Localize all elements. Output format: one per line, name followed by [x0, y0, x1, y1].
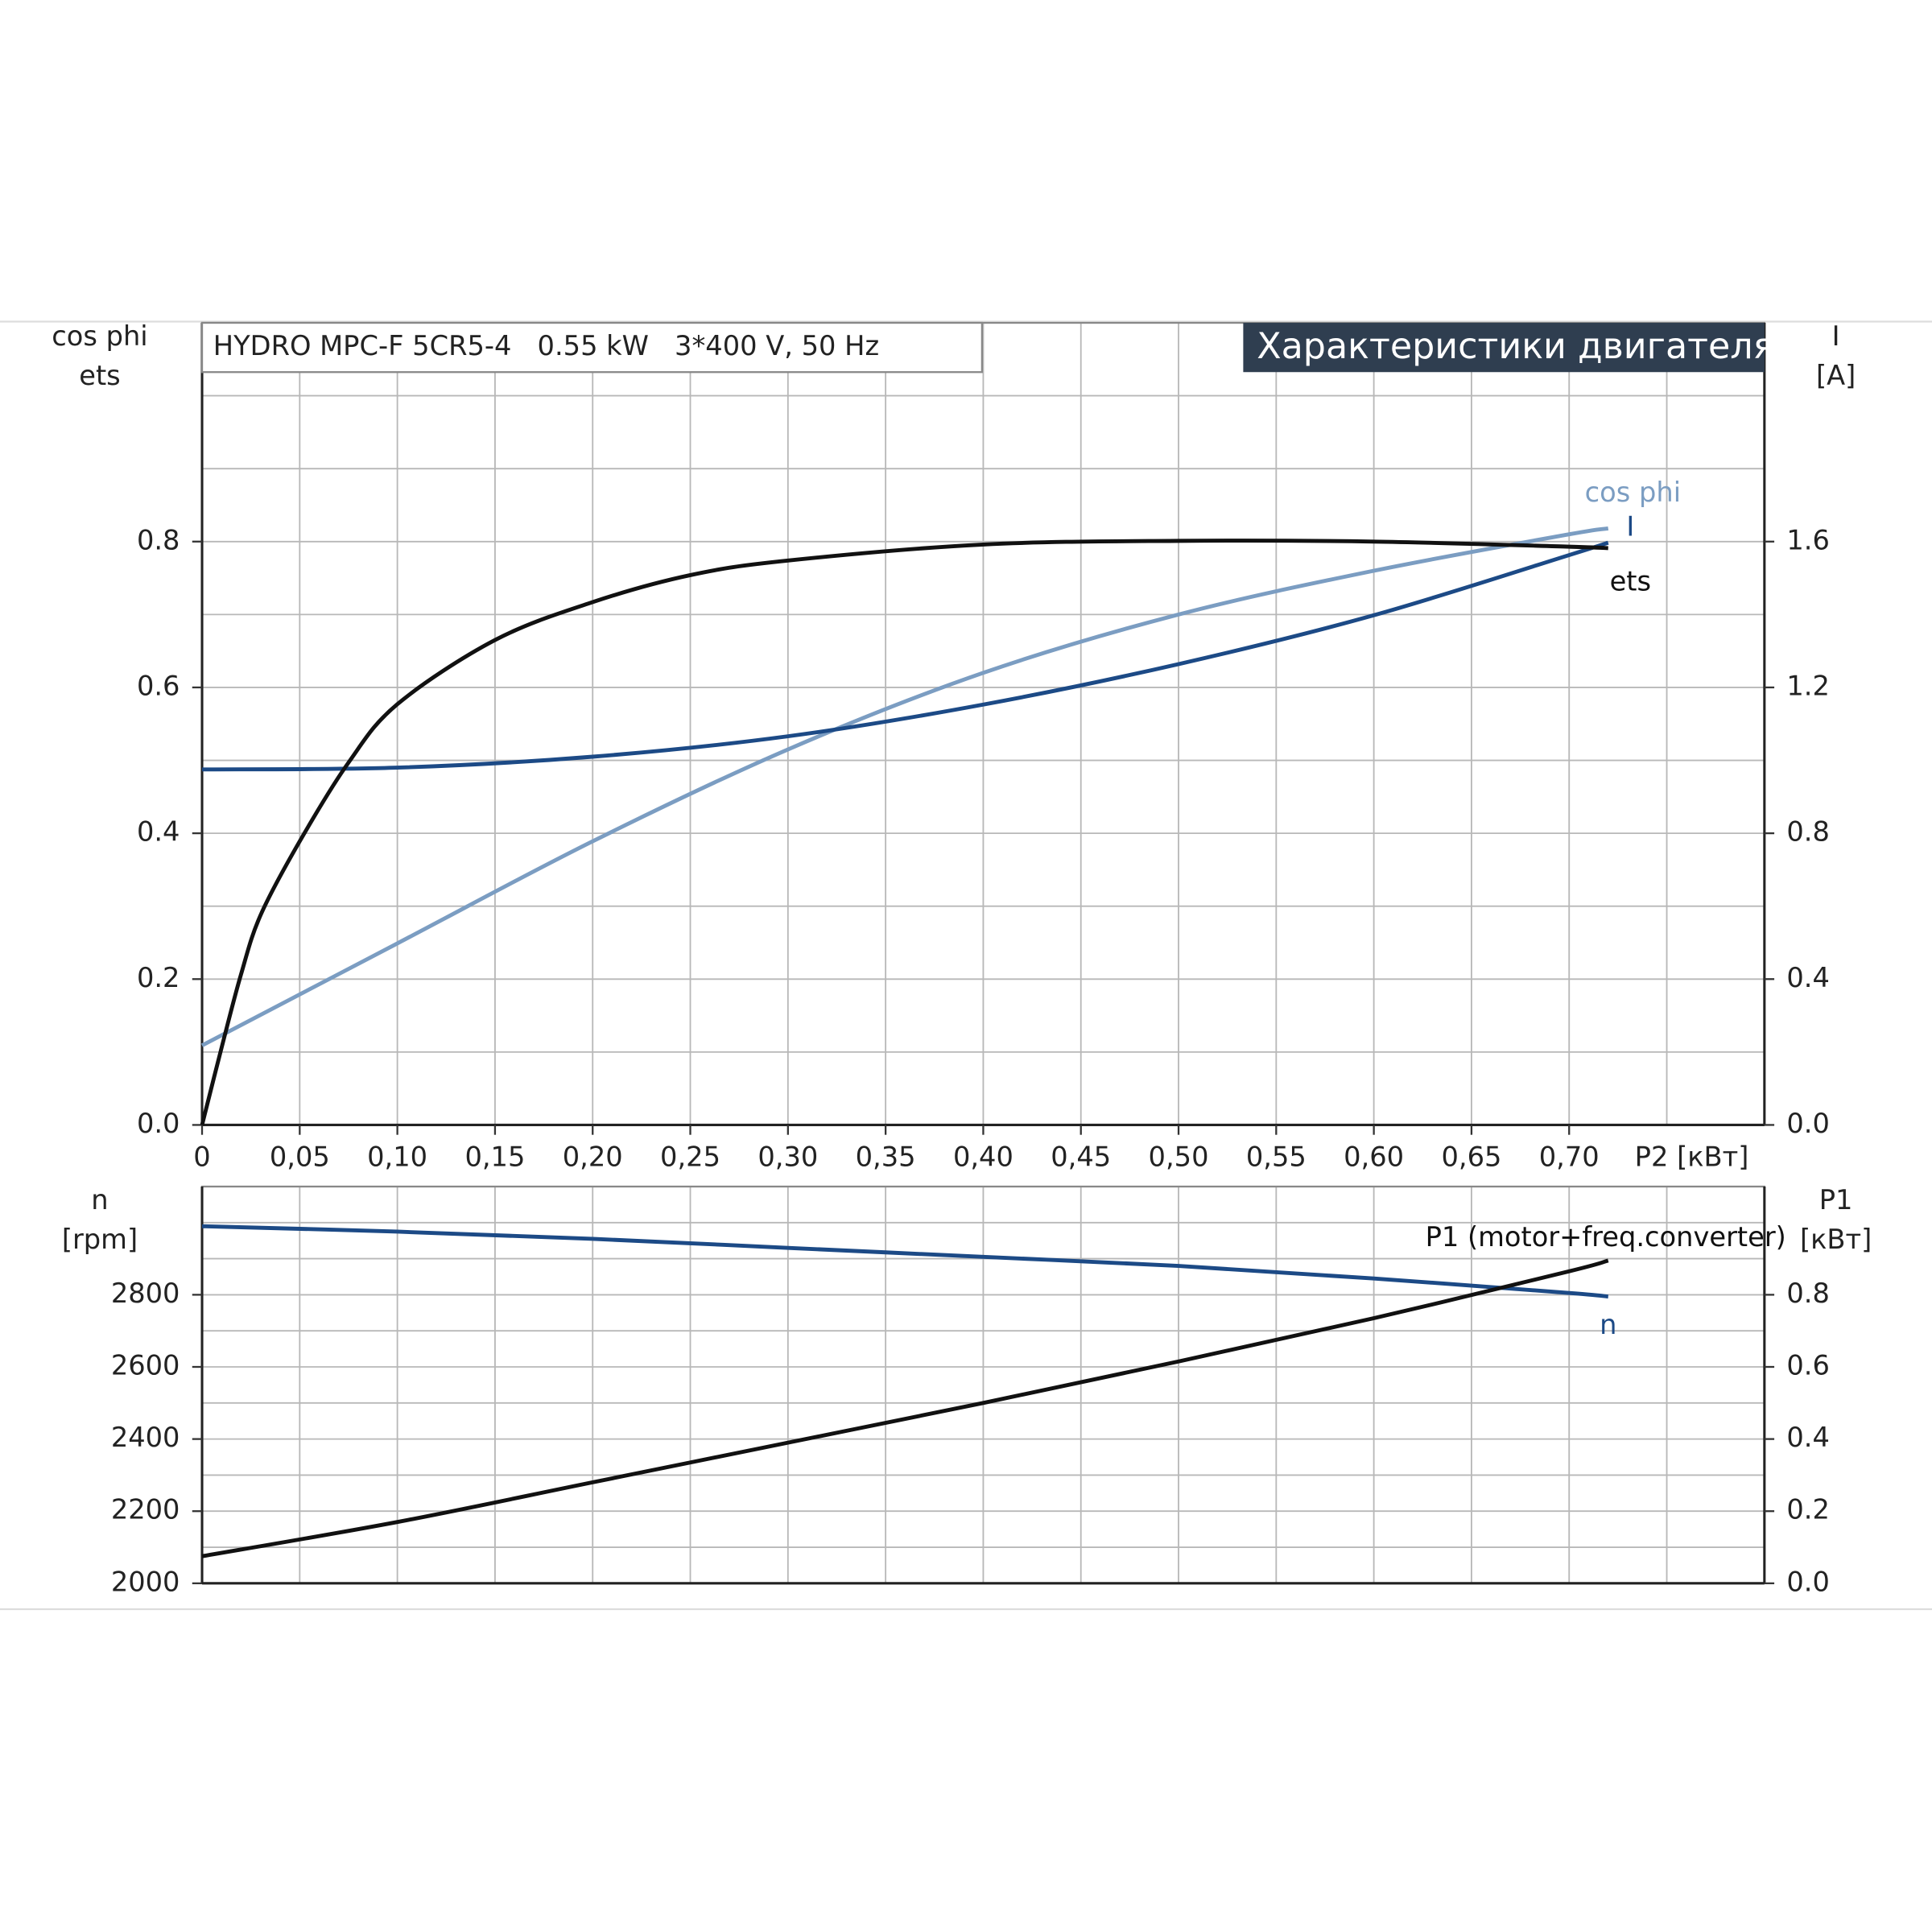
x-tick-label: 0,25	[660, 1141, 720, 1172]
x-tick-label: 0,05	[270, 1141, 330, 1172]
y2-tick-label: 1.6	[1786, 524, 1830, 555]
y2-axis-label: [кВт]	[1800, 1224, 1872, 1255]
series-label: P1 (motor+freq.converter)	[1426, 1221, 1786, 1253]
y-tick-label: 2800	[111, 1278, 180, 1309]
y-axis-label: [rpm]	[62, 1224, 138, 1255]
chart-title: HYDRO MPC-F 5CR5-4 0.55 kW 3*400 V, 50 H…	[213, 330, 879, 361]
y2-tick-label: 0.8	[1786, 1278, 1830, 1309]
x-tick-label: 0,10	[367, 1141, 427, 1172]
series-label: n	[1600, 1309, 1616, 1340]
y2-tick-label: 0.0	[1786, 1108, 1830, 1139]
x-tick-label: 0,20	[563, 1141, 623, 1172]
y-axis-label: ets	[79, 360, 120, 391]
x-tick-label: 0,30	[758, 1141, 818, 1172]
x-tick-label: 0,55	[1246, 1141, 1307, 1172]
y-tick-label: 0.4	[137, 816, 180, 848]
y2-axis-label: [A]	[1816, 360, 1856, 391]
x-tick-label: 0,35	[856, 1141, 916, 1172]
x-tick-label: 0,15	[464, 1141, 525, 1172]
y-tick-label: 0.0	[137, 1108, 180, 1139]
y2-tick-label: 0.4	[1786, 1422, 1830, 1453]
y2-tick-label: 0.8	[1786, 816, 1830, 848]
series-line	[200, 526, 1609, 1047]
x-tick-label: 0,50	[1149, 1141, 1209, 1172]
x-tick-label: 0,60	[1344, 1141, 1404, 1172]
series-label: I	[1626, 510, 1634, 542]
x-tick-label: 0,65	[1441, 1141, 1501, 1172]
x-tick-label: 0	[193, 1141, 210, 1172]
y2-tick-label: 0.6	[1786, 1350, 1830, 1381]
y2-tick-label: 0.0	[1786, 1566, 1830, 1597]
banner-box	[1243, 323, 1765, 373]
y2-axis-label: P1	[1819, 1184, 1853, 1216]
y-tick-label: 2000	[111, 1566, 180, 1597]
x-tick-label: 0,70	[1539, 1141, 1600, 1172]
series-label: ets	[1610, 565, 1651, 597]
y-tick-label: 2200	[111, 1494, 180, 1525]
series-label: cos phi	[1585, 477, 1681, 508]
y-tick-label: 2400	[111, 1422, 180, 1453]
x-axis-label: P2 [кВт]	[1635, 1141, 1749, 1172]
y-axis-label: cos phi	[52, 320, 147, 352]
title-box	[200, 321, 984, 374]
y2-tick-label: 0.2	[1786, 1494, 1830, 1525]
x-tick-label: 0,45	[1051, 1141, 1111, 1172]
series-line	[201, 540, 1609, 772]
series-line	[201, 1258, 1609, 1558]
y-tick-label: 0.2	[137, 962, 180, 993]
y2-tick-label: 1.2	[1786, 670, 1830, 701]
banner: Характеристики двигателя	[1257, 326, 1774, 367]
x-tick-label: 0,40	[953, 1141, 1013, 1172]
y-axis-label: n	[91, 1184, 108, 1216]
series-line	[201, 1224, 1608, 1299]
y-tick-label: 0.8	[137, 524, 180, 555]
series-line	[200, 539, 1608, 1126]
y-tick-label: 2600	[111, 1350, 180, 1381]
y2-axis-label: I	[1832, 320, 1840, 352]
y2-tick-label: 0.4	[1786, 962, 1830, 993]
y-tick-label: 0.6	[137, 670, 180, 701]
